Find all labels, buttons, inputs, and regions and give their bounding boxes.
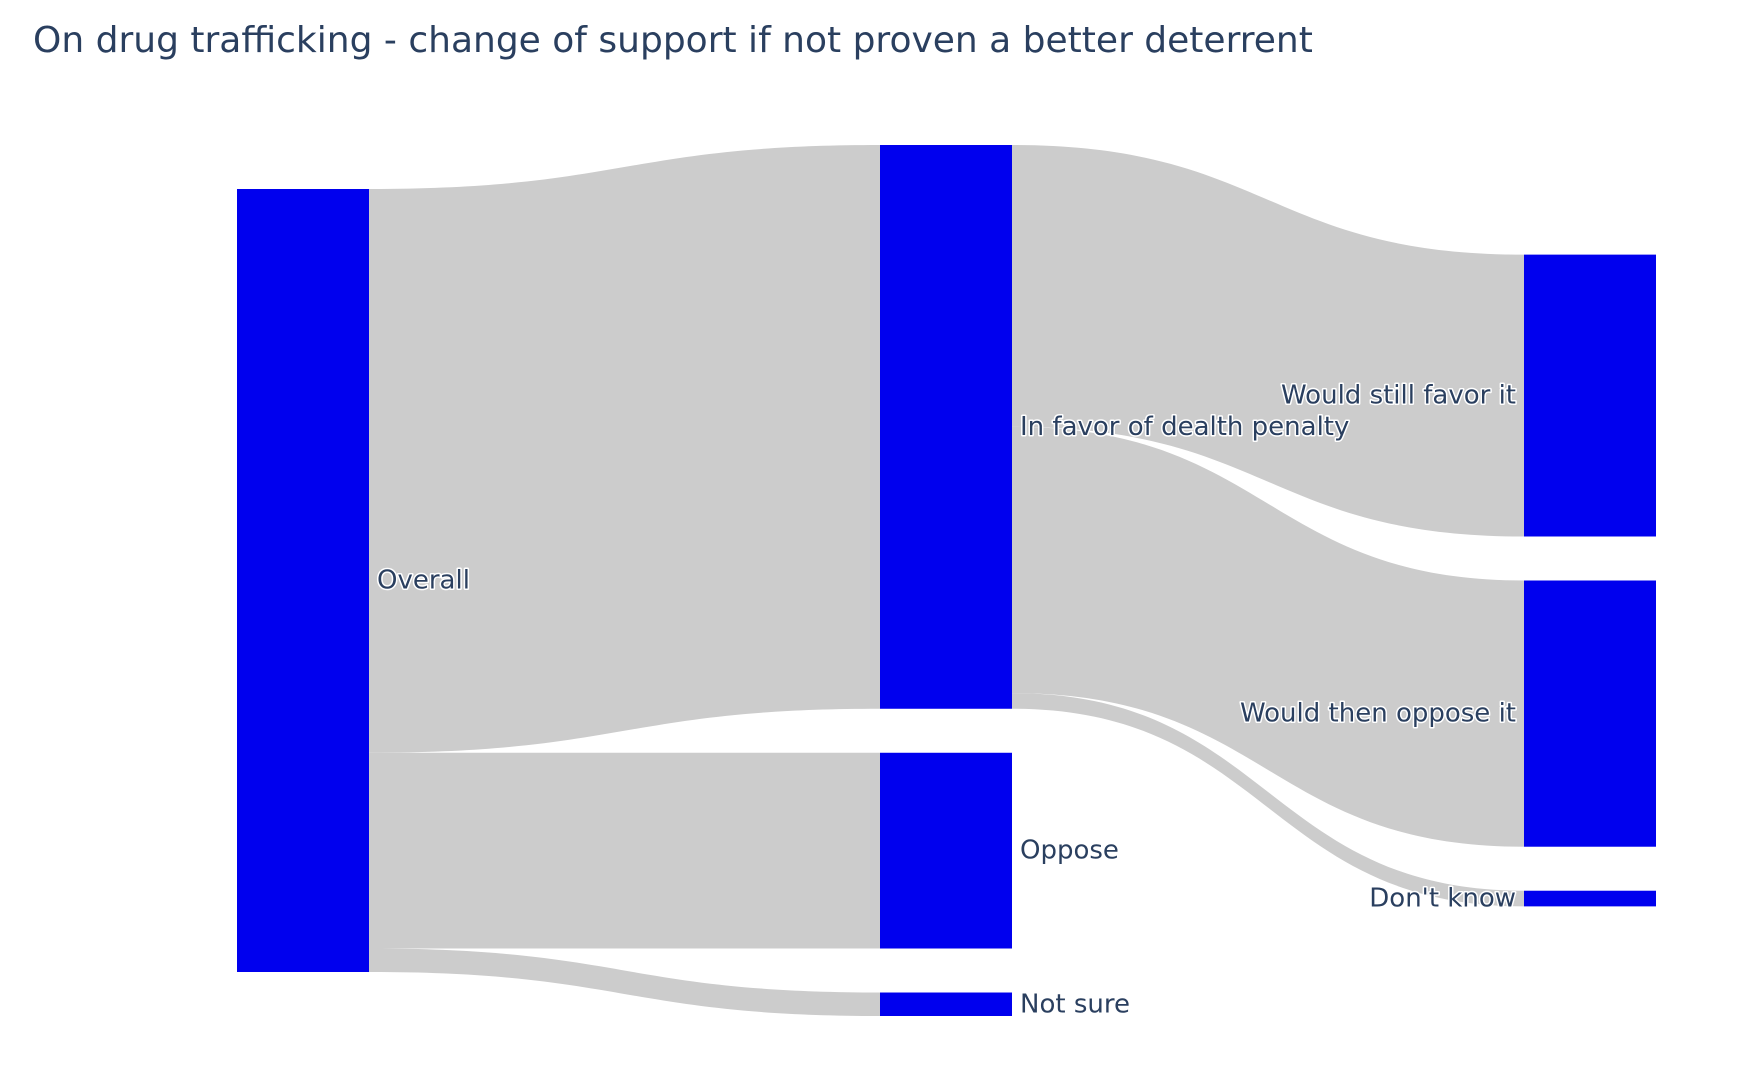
node-label-notsure: Not sure bbox=[1020, 989, 1130, 1019]
chart-title: On drug trafficking - change of support … bbox=[33, 20, 1313, 61]
links-layer bbox=[369, 145, 1524, 1016]
node-label-favor: In favor of dealth penalty bbox=[1020, 412, 1349, 442]
node-still[interactable] bbox=[1524, 254, 1656, 537]
node-label-oppose: Oppose bbox=[1020, 836, 1119, 866]
node-then[interactable] bbox=[1524, 580, 1656, 847]
node-label-dk: Don't know bbox=[1369, 884, 1516, 914]
link-favor-to-still[interactable] bbox=[1012, 145, 1524, 537]
node-oppose[interactable] bbox=[880, 752, 1012, 949]
node-label-overall: Overall bbox=[377, 566, 470, 596]
node-label-still: Would still favor it bbox=[1281, 381, 1516, 411]
node-dk[interactable] bbox=[1524, 890, 1656, 907]
link-overall-to-favor[interactable] bbox=[369, 145, 880, 753]
link-overall-to-notsure[interactable] bbox=[369, 948, 880, 1016]
labels-layer: Overall In favor of dealth penalty Oppose N… bbox=[376, 379, 1518, 1021]
link-overall-to-oppose[interactable] bbox=[369, 752, 880, 949]
node-label-then: Would then oppose it bbox=[1240, 699, 1516, 729]
node-notsure[interactable] bbox=[880, 992, 1012, 1016]
node-overall[interactable] bbox=[237, 189, 369, 972]
node-favor[interactable] bbox=[880, 145, 1012, 709]
link-favor-to-then[interactable] bbox=[1012, 426, 1524, 847]
link-favor-to-dk[interactable] bbox=[1012, 693, 1524, 907]
nodes-layer bbox=[237, 145, 1656, 1016]
